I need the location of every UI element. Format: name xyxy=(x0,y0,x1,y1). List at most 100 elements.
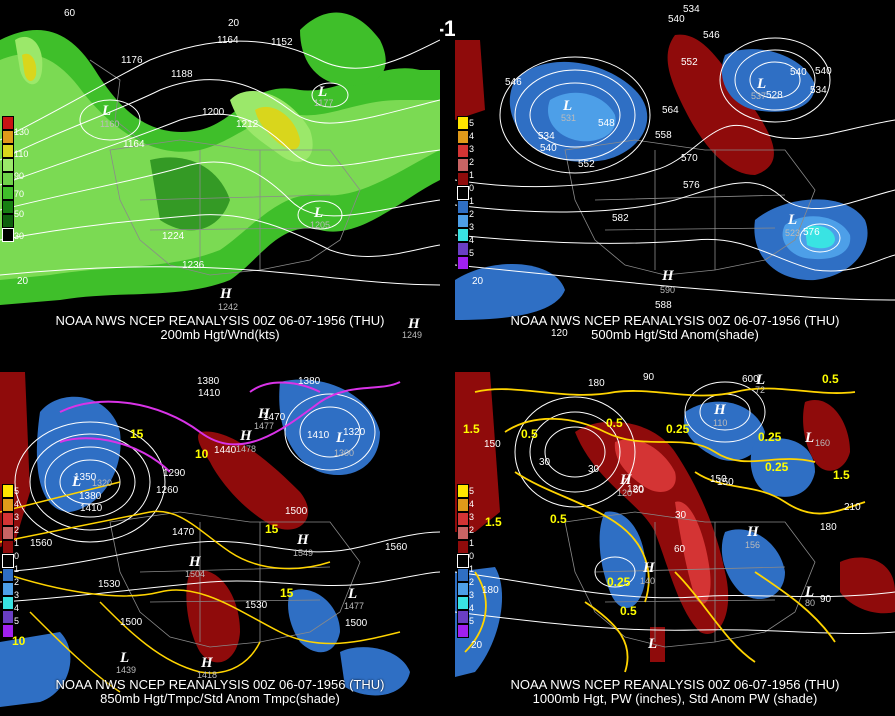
high-marker: H xyxy=(297,532,309,548)
contour-label: 546 xyxy=(505,77,522,88)
pw-contour-label: 1.5 xyxy=(485,515,502,529)
temp-contour-label: 10 xyxy=(12,634,26,648)
contour-label: 120 xyxy=(551,328,568,339)
panel-850mb: 5 4 3 2 1 0 1 2 3 4 5 1380 1410 1350 138… xyxy=(0,372,440,716)
panel-850mb-map xyxy=(0,372,440,707)
legend-value: 5 xyxy=(469,118,475,128)
high-value: 1418 xyxy=(197,670,218,680)
contour-label: 600 xyxy=(742,374,759,385)
contour-label: 90 xyxy=(643,372,655,383)
contour-label: 1224 xyxy=(162,231,185,242)
panel-caption: 1000mb Hgt, PW (inches), Std Anom PW (sh… xyxy=(532,691,818,706)
high-marker: L xyxy=(348,586,358,602)
contour-label: 1290 xyxy=(163,468,186,479)
legend-value: 5 xyxy=(469,486,475,496)
contour-label: 20 xyxy=(472,276,484,287)
contour-label: 1164 xyxy=(123,139,145,150)
low-marker: L xyxy=(318,84,328,100)
panel-200mb-map xyxy=(0,12,440,305)
pw-contour-label: 1.5 xyxy=(833,468,850,482)
legend-value: 90 xyxy=(14,171,25,181)
panel-1000mb: 5 4 3 2 1 0 1 2 3 4 5 180 90 600 0.5 1.5… xyxy=(455,372,895,716)
low-marker: L xyxy=(314,205,324,221)
legend-value: 1 xyxy=(14,538,20,548)
low-value: 1300 xyxy=(334,448,355,458)
low-marker: L xyxy=(805,584,815,600)
low-marker: L xyxy=(336,430,346,446)
legend-value: 3 xyxy=(469,144,475,154)
legend-value: 4 xyxy=(469,235,475,245)
legend-value: 5 xyxy=(469,248,475,258)
contour-label: 558 xyxy=(655,130,672,141)
contour-label: 180 xyxy=(588,378,605,389)
high-value: 1477 xyxy=(344,601,365,611)
contour-label: 540 xyxy=(790,67,807,78)
contour-label: 60 xyxy=(633,485,645,496)
contour-label: 1530 xyxy=(98,579,121,590)
legend-value: 2 xyxy=(14,577,20,587)
low-marker: L xyxy=(757,76,767,92)
contour-label: 534 xyxy=(683,4,700,15)
legend-value: 70 xyxy=(14,189,25,199)
legend-value: 3 xyxy=(14,512,20,522)
contour-label: 20 xyxy=(228,18,240,29)
contour-label: 180 xyxy=(820,522,837,533)
contour-label: 552 xyxy=(681,57,698,68)
contour-label: 30 xyxy=(588,464,600,475)
contour-label: 1380 xyxy=(298,376,321,387)
high-marker: H xyxy=(747,524,759,540)
contour-label: 570 xyxy=(681,153,698,164)
wind-legend xyxy=(2,116,14,242)
contour-label: 548 xyxy=(598,118,615,129)
low-marker: L xyxy=(72,474,82,490)
legend-value: 1 xyxy=(469,538,475,548)
legend-value: 5 xyxy=(469,616,475,626)
contour-label: 1164 xyxy=(217,35,239,46)
high-value: 1242 xyxy=(218,302,239,312)
high-value: 120 xyxy=(617,488,633,498)
anomaly-legend xyxy=(457,484,469,638)
contour-label: 540 xyxy=(668,14,685,25)
high-value: 1249 xyxy=(402,330,423,340)
temp-contour-label: 15 xyxy=(280,586,294,600)
contour-label: 120 xyxy=(627,484,644,495)
contour-label: 60 xyxy=(674,544,686,555)
pw-contour-label: 0.5 xyxy=(620,604,637,618)
contour-label: 546 xyxy=(703,30,720,41)
pw-contour-label: 0.25 xyxy=(765,460,789,474)
pw-contour-label: 0.5 xyxy=(550,512,567,526)
legend-value: 2 xyxy=(14,525,20,535)
legend-value: 30 xyxy=(14,231,25,241)
contour-label: 1380 xyxy=(79,491,102,502)
pw-contour-label: 0.5 xyxy=(606,416,623,430)
low-value: 1320 xyxy=(92,478,113,488)
contour-label: 1530 xyxy=(245,600,268,611)
legend-value: 4 xyxy=(14,499,20,509)
contour-label: 1500 xyxy=(285,506,308,517)
high-marker: H xyxy=(620,472,632,488)
contour-label: 150 xyxy=(710,474,727,485)
high-value: 590 xyxy=(660,285,676,295)
high-value: 1477 xyxy=(254,421,275,431)
legend-value: 3 xyxy=(469,222,475,232)
pw-contour-label: 0.25 xyxy=(666,422,690,436)
high-marker: H xyxy=(240,428,252,444)
contour-label: 1410 xyxy=(307,430,330,441)
legend-value: 5 xyxy=(14,486,20,496)
legend-value: 2 xyxy=(469,209,475,219)
low-marker: L xyxy=(788,212,798,228)
contour-label: 1470 xyxy=(263,412,286,423)
panel-caption: 500mb Hgt/Std Anom(shade) xyxy=(591,327,759,342)
contour-label: 564 xyxy=(662,105,679,116)
low-marker: L xyxy=(120,650,130,666)
legend-value: 4 xyxy=(14,603,20,613)
contour-label: 1380 xyxy=(197,376,220,387)
panel-500mb: 5 4 3 2 1 0 1 2 3 4 5 534 540 546 546 55… xyxy=(455,0,895,345)
panel-500mb-map xyxy=(455,34,895,320)
legend-value: 5 xyxy=(14,616,20,626)
contour-label: 1152 xyxy=(271,37,293,48)
low-value: 160 xyxy=(815,438,831,448)
contour-label: 1260 xyxy=(156,485,179,496)
pw-contour-label: 0.5 xyxy=(822,372,839,386)
contour-label: 576 xyxy=(683,180,700,191)
